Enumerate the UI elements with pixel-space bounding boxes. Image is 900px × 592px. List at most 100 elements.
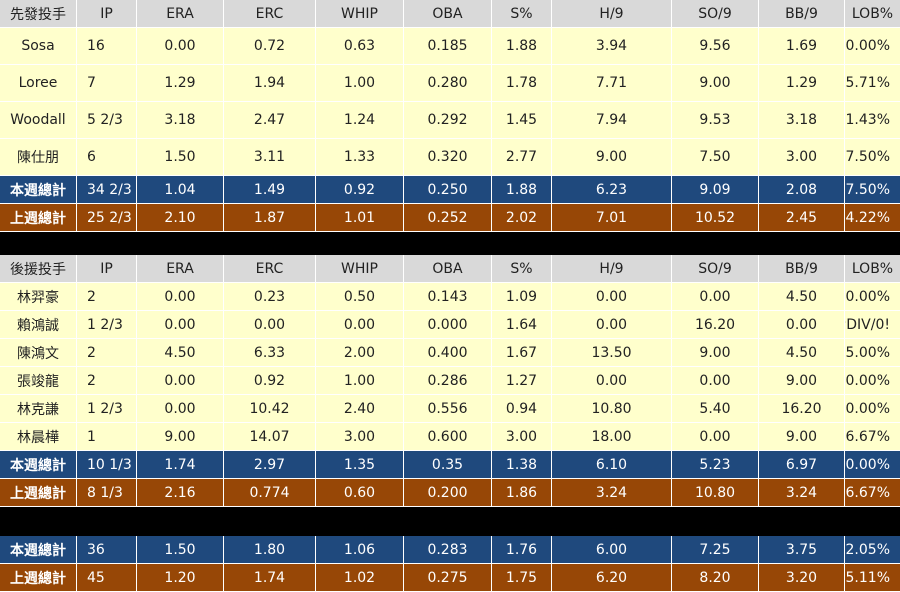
- stat-cell: 0.250: [404, 176, 492, 204]
- team-totals-table: 本週總計361.501.801.060.2831.766.007.253.758…: [0, 536, 900, 592]
- header-row: 先發投手 IP ERA ERC WHIP OBA S% H/9 SO/9 BB/9 LOB%: [0, 0, 900, 28]
- stat-cell: 6.20: [552, 564, 672, 592]
- stat-cell: 0.94: [492, 395, 552, 423]
- stat-cell: 6.10: [552, 451, 672, 479]
- stat-cell: 0.00: [137, 395, 224, 423]
- stat-cell: 100.00%: [845, 283, 900, 311]
- stat-cell: 8 1/3: [77, 479, 137, 507]
- stat-cell: 1.50: [137, 139, 224, 176]
- stat-cell: 14.07: [224, 423, 316, 451]
- stat-cell: 10.80: [552, 395, 672, 423]
- stat-cell: 74.22%: [845, 204, 900, 232]
- stat-cell: 1.88: [492, 28, 552, 65]
- stat-cell: 3.94: [552, 28, 672, 65]
- pitcher-row: 林克謙 1 2/3 0.00 10.42 2.40 0.556 0.94 10.80 5.40 1…: [0, 395, 900, 423]
- column-header: ERC: [224, 255, 316, 283]
- stat-cell: 0.556: [404, 395, 492, 423]
- stat-cell: 2.10: [137, 204, 224, 232]
- stat-cell: 1.33: [316, 139, 404, 176]
- stat-cell: 9.09: [672, 176, 759, 204]
- stat-cell: 0.00: [759, 311, 845, 339]
- pitcher-name: Woodall: [0, 102, 77, 139]
- total-label: 上週總計: [0, 204, 77, 232]
- stat-cell: 0.000: [404, 311, 492, 339]
- pitcher-name: 林晨樺: [0, 423, 77, 451]
- stat-cell: 0.60: [316, 479, 404, 507]
- stat-cell: 3.24: [552, 479, 672, 507]
- stat-cell: 0.275: [404, 564, 492, 592]
- stat-cell: 0.92: [224, 367, 316, 395]
- column-header: ERA: [137, 255, 224, 283]
- stat-cell: 3.75: [759, 536, 845, 564]
- pitcher-row: 林羿豪20.000.230.500.1431.090.000.004.50100…: [0, 283, 900, 311]
- this-week-total-row: 本週總計 34 2/3 1.04 1.49 0.92 0.250 1.88 6.23 9.09 2…: [0, 176, 900, 204]
- stat-cell: 1: [77, 423, 137, 451]
- stat-cell: 1.35: [316, 451, 404, 479]
- stat-cell: 8.20: [672, 564, 759, 592]
- stat-cell: 2.40: [316, 395, 404, 423]
- stat-cell: 100.00%: [845, 367, 900, 395]
- stat-cell: 9.00: [759, 423, 845, 451]
- stat-cell: 1.09: [492, 283, 552, 311]
- stat-cell: 1.78: [492, 65, 552, 102]
- total-label: 本週總計: [0, 176, 77, 204]
- stat-cell: 2: [77, 339, 137, 367]
- stat-cell: 0.252: [404, 204, 492, 232]
- column-header: LOB%: [845, 0, 900, 28]
- total-label: 本週總計: [0, 451, 77, 479]
- stat-cell: 0.50: [316, 283, 404, 311]
- pitcher-name: 張竣龍: [0, 367, 77, 395]
- stat-cell: 1.29: [137, 65, 224, 102]
- stat-cell: 6.97: [759, 451, 845, 479]
- stat-cell: 1.80: [224, 536, 316, 564]
- column-header: S%: [492, 255, 552, 283]
- column-header: SO/9: [672, 255, 759, 283]
- stat-cell: 1.86: [492, 479, 552, 507]
- stat-cell: 0.286: [404, 367, 492, 395]
- column-header: H/9: [552, 0, 672, 28]
- relievers-table: 後援投手 IP ERA ERC WHIP OBA S% H/9 SO/9 BB/9 LOB% 林羿豪 2…: [0, 255, 900, 507]
- stat-cell: 1.67: [492, 339, 552, 367]
- stat-cell: 6.00: [552, 536, 672, 564]
- stat-cell: 80.00%: [845, 395, 900, 423]
- stat-cell: 3.18: [137, 102, 224, 139]
- stat-cell: 100.00%: [845, 28, 900, 65]
- stat-cell: 4.50: [759, 283, 845, 311]
- stat-cell: 2.47: [224, 102, 316, 139]
- pitcher-name: 陳鴻文: [0, 339, 77, 367]
- stat-cell: 7.94: [552, 102, 672, 139]
- last-week-total-row: 上週總計 25 2/3 2.10 1.87 1.01 0.252 2.02 7.01 10.52…: [0, 204, 900, 232]
- stat-cell: 2.77: [492, 139, 552, 176]
- stat-cell: 7.50: [672, 139, 759, 176]
- stat-cell: 7.01: [552, 204, 672, 232]
- stat-cell: 4.50: [137, 339, 224, 367]
- stat-cell: 0.00: [224, 311, 316, 339]
- stat-cell: 85.71%: [845, 65, 900, 102]
- stat-cell: 1.38: [492, 451, 552, 479]
- pitcher-row: 陳鴻文24.506.332.000.4001.6713.509.004.5075…: [0, 339, 900, 367]
- stat-cell: 3.24: [759, 479, 845, 507]
- this-week-total-row: 本週總計 10 1/3 1.74 2.97 1.35 0.35 1.38 6.10 5.23 6.…: [0, 451, 900, 479]
- stat-cell: 0.185: [404, 28, 492, 65]
- stat-cell: 0.600: [404, 423, 492, 451]
- stat-cell: 0.280: [404, 65, 492, 102]
- stat-cell: 4.50: [759, 339, 845, 367]
- stat-cell: 7: [77, 65, 137, 102]
- stat-cell: 1.50: [137, 536, 224, 564]
- stat-cell: 34 2/3: [77, 176, 137, 204]
- stat-cell: 9.56: [672, 28, 759, 65]
- stat-cell: 2.08: [759, 176, 845, 204]
- stat-cell: 2.02: [492, 204, 552, 232]
- stat-cell: 3.11: [224, 139, 316, 176]
- stat-cell: 2: [77, 283, 137, 311]
- column-header: SO/9: [672, 0, 759, 28]
- stat-cell: 80.00%: [845, 451, 900, 479]
- section-title: 先發投手: [0, 0, 77, 28]
- pitcher-row: Loree71.291.941.000.2801.787.719.001.298…: [0, 65, 900, 102]
- stat-cell: 9.00: [552, 139, 672, 176]
- stat-cell: 16.20: [672, 311, 759, 339]
- total-label: 上週總計: [0, 564, 77, 592]
- stat-cell: 0.00: [672, 283, 759, 311]
- column-header: IP: [77, 0, 137, 28]
- pitcher-row: 林晨樺 1 9.00 14.07 3.00 0.600 3.00 18.00 0.00 9.00 6…: [0, 423, 900, 451]
